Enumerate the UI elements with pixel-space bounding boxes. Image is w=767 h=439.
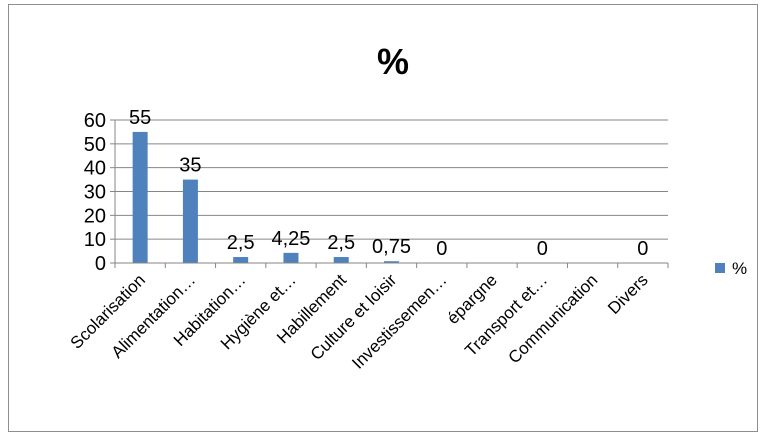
bar: [333, 257, 349, 263]
legend-label: %: [732, 259, 747, 278]
y-tick-label: 10: [84, 229, 106, 251]
bar: [233, 257, 249, 263]
x-axis-ticks: ScolarisationAlimentation…Habitation…Hyg…: [67, 263, 669, 373]
y-tick-label: 0: [95, 253, 106, 275]
bar: [132, 131, 148, 263]
bars: [132, 131, 399, 263]
bar: [283, 252, 299, 263]
data-label: 0: [436, 238, 447, 260]
data-labels: 55 35 2,5 4,25 2,5 0,75 0 0 0: [129, 107, 648, 260]
bar: [182, 179, 198, 263]
data-label: 35: [179, 155, 201, 177]
bar: [384, 261, 399, 263]
legend: %: [715, 259, 747, 278]
x-tick-label: Culture et loisir: [307, 270, 401, 364]
data-label: 4,25: [271, 228, 310, 250]
x-tick-label: Communication: [504, 270, 601, 367]
data-label: 2,5: [227, 232, 255, 254]
data-label: 2,5: [327, 232, 355, 254]
data-label: 0: [537, 238, 548, 260]
data-label: 55: [129, 107, 151, 129]
legend-swatch: [715, 263, 725, 273]
gridlines: [115, 119, 668, 240]
y-tick-label: 30: [84, 182, 106, 204]
axes: [114, 120, 668, 264]
chart-title: %: [377, 41, 409, 82]
y-tick-label: 50: [84, 134, 106, 156]
data-label: 0: [637, 238, 648, 260]
x-tick-label: Divers: [604, 270, 651, 317]
y-tick-label: 20: [84, 205, 106, 227]
data-label: 0,75: [372, 236, 411, 258]
y-tick-label: 60: [84, 110, 106, 132]
x-tick-label: Investissemen…: [348, 270, 450, 372]
y-tick-label: 40: [84, 158, 106, 180]
